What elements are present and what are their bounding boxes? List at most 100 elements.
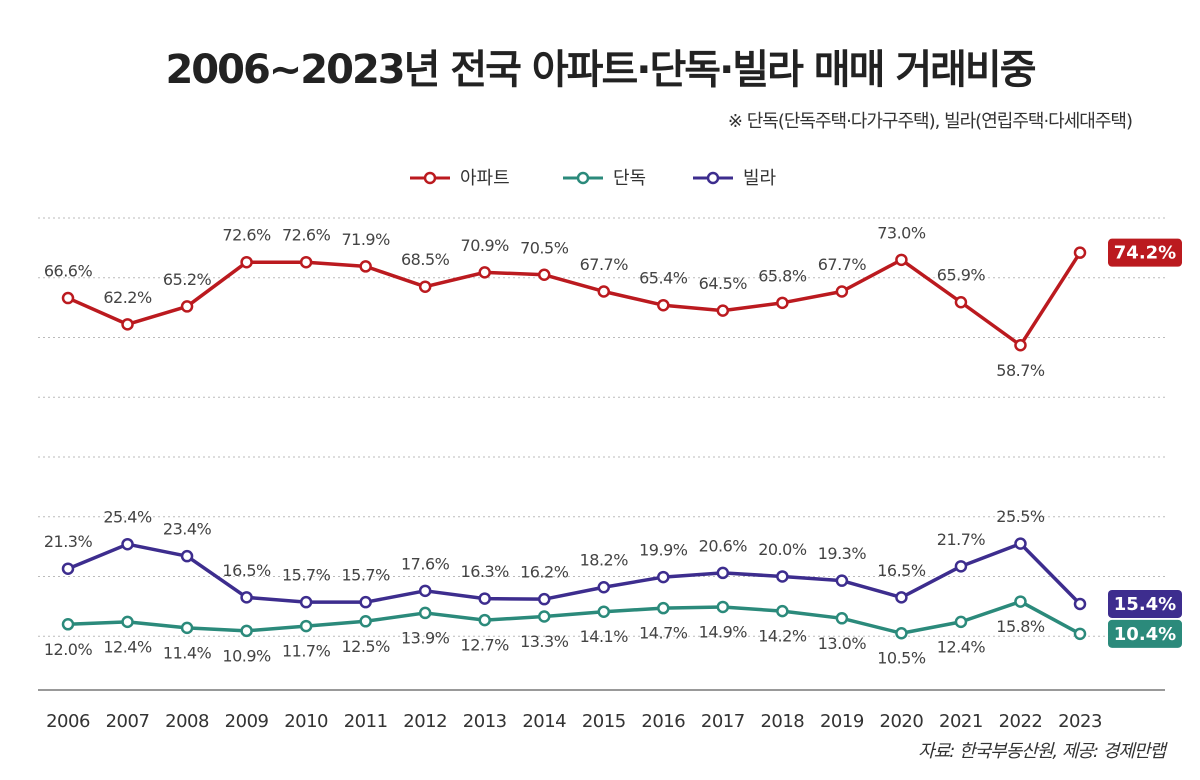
data-point — [895, 591, 908, 604]
data-point — [597, 580, 611, 594]
x-tick-label: 2011 — [344, 711, 388, 732]
data-label: 16.3% — [461, 562, 510, 581]
legend-item: 아파트 — [410, 168, 510, 189]
end-value-label: 74.2% — [1114, 243, 1176, 264]
series-line — [67, 251, 1082, 348]
x-tick-label: 2022 — [999, 711, 1043, 732]
data-point — [478, 613, 491, 627]
x-tick-label: 2015 — [582, 711, 626, 732]
data-point — [657, 601, 670, 615]
data-label: 12.4% — [103, 637, 152, 656]
series-line — [67, 541, 1082, 606]
data-point — [716, 600, 730, 614]
data-label: 66.6% — [44, 262, 93, 281]
data-label: 67.7% — [818, 255, 867, 274]
data-point — [716, 304, 730, 317]
data-label: 23.4% — [163, 520, 212, 539]
data-point — [1014, 537, 1027, 550]
data-label: 25.4% — [103, 508, 152, 527]
data-point — [240, 624, 253, 638]
data-label: 67.7% — [580, 255, 629, 274]
data-label: 65.2% — [163, 270, 212, 289]
data-point — [121, 615, 134, 629]
data-point — [776, 604, 789, 618]
end-label-box — [1108, 589, 1182, 618]
data-point — [1073, 627, 1087, 641]
x-tick-label: 2017 — [701, 711, 745, 732]
data-point — [418, 584, 432, 598]
data-label: 14.9% — [699, 622, 748, 641]
x-tick-label: 2020 — [880, 711, 924, 732]
data-point — [954, 295, 968, 309]
data-label: 21.7% — [937, 530, 986, 549]
data-label: 14.7% — [639, 624, 688, 643]
data-point — [61, 291, 75, 305]
x-tick-label: 2013 — [463, 711, 507, 732]
data-label: 10.5% — [877, 649, 926, 668]
data-label: 14.2% — [758, 627, 807, 646]
data-point — [657, 570, 670, 584]
data-point — [537, 592, 551, 606]
data-label: 16.5% — [877, 561, 926, 580]
data-point — [895, 253, 908, 267]
data-point — [835, 285, 849, 298]
data-label: 16.2% — [520, 563, 569, 582]
data-point — [359, 595, 372, 609]
data-point — [537, 610, 551, 623]
data-point — [537, 268, 551, 282]
data-label: 12.7% — [461, 636, 510, 655]
x-tick-label: 2023 — [1058, 711, 1102, 732]
data-point — [1073, 597, 1087, 611]
data-point — [954, 615, 968, 629]
data-point — [180, 621, 194, 635]
x-tick-label: 2016 — [641, 711, 685, 732]
data-label: 14.1% — [580, 627, 629, 646]
data-point — [776, 296, 789, 310]
source-note: 자료: 한국부동산원, 제공: 경제만랩 — [918, 741, 1168, 762]
data-point — [61, 562, 75, 575]
data-label: 18.2% — [580, 551, 629, 570]
x-tick-label: 2008 — [165, 711, 209, 732]
data-point — [61, 618, 75, 631]
data-point — [180, 549, 194, 563]
data-label: 12.4% — [937, 637, 986, 656]
x-tick-label: 2006 — [46, 711, 90, 732]
x-tick-label: 2009 — [225, 711, 269, 732]
data-point — [1014, 595, 1027, 608]
x-tick-label: 2018 — [760, 711, 804, 732]
data-label: 64.5% — [699, 274, 748, 293]
data-point — [657, 298, 670, 312]
data-point — [597, 285, 611, 298]
data-label: 68.5% — [401, 250, 450, 269]
data-label: 65.8% — [758, 266, 807, 285]
end-value-label: 10.4% — [1114, 624, 1176, 645]
data-point — [478, 592, 491, 605]
data-point — [418, 280, 432, 293]
data-point — [478, 266, 491, 279]
legend-marker — [576, 171, 590, 185]
data-point — [240, 591, 253, 604]
data-label: 12.0% — [44, 640, 93, 659]
data-point — [776, 570, 789, 583]
x-tick-label: 2007 — [106, 711, 150, 732]
data-point — [954, 560, 968, 573]
data-label: 20.6% — [699, 536, 748, 555]
legend-label: 아파트 — [460, 168, 510, 189]
data-point — [835, 612, 849, 625]
end-label-box — [1108, 238, 1182, 267]
data-point — [716, 566, 730, 580]
data-label: 21.3% — [44, 532, 93, 551]
data-label: 72.6% — [222, 226, 271, 245]
data-point — [1073, 246, 1087, 259]
legend-item: 빌라 — [693, 168, 777, 189]
data-label: 65.4% — [639, 269, 688, 288]
data-label: 15.8% — [996, 617, 1045, 636]
legend-marker — [706, 171, 720, 185]
data-label: 65.9% — [937, 266, 986, 285]
data-point — [418, 606, 432, 620]
data-label: 19.9% — [639, 541, 688, 560]
data-point — [299, 595, 313, 609]
data-label: 15.7% — [341, 566, 390, 585]
legend-item: 단독 — [563, 168, 646, 189]
data-point — [180, 300, 194, 313]
